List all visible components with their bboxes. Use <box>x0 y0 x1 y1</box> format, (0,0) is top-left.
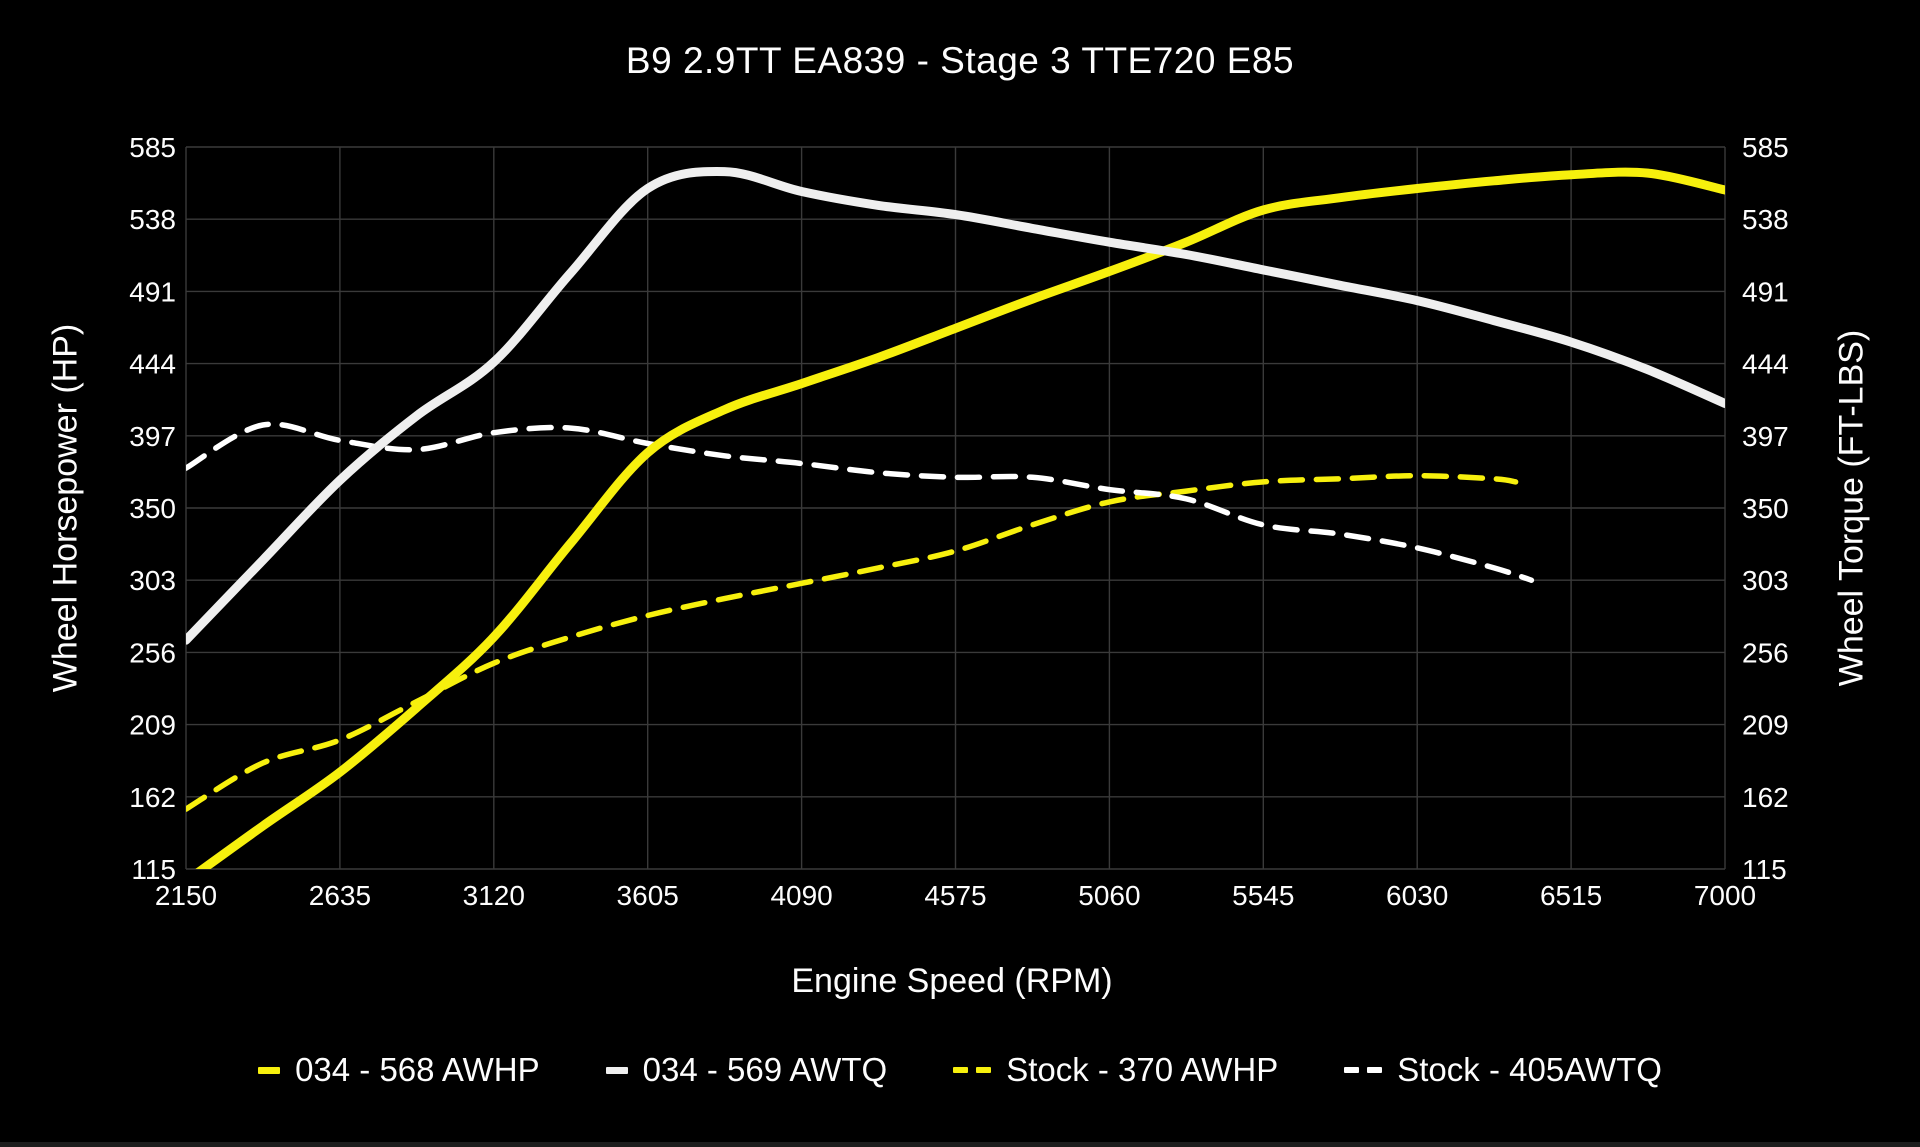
dashed-line-swatch-icon <box>1344 1067 1383 1073</box>
x-tick-label: 6030 <box>1386 880 1448 911</box>
swatch-segment <box>1367 1067 1383 1073</box>
x-axis-label: Engine Speed (RPM) <box>791 962 1113 1000</box>
curve-stock-405awtq <box>186 421 1535 583</box>
swatch-segment <box>1344 1067 1360 1073</box>
y-tick-label-left: 162 <box>129 782 176 813</box>
swatch-segment <box>953 1067 969 1073</box>
x-tick-label: 2150 <box>155 880 217 911</box>
legend-label: 034 - 569 AWTQ <box>642 1051 888 1088</box>
y-tick-label-left: 303 <box>129 565 176 596</box>
y-tick-label-left: 209 <box>129 710 176 741</box>
solid-line-swatch-icon <box>258 1066 281 1074</box>
legend-item-034-568-awhp: 034 - 568 AWHP <box>258 1051 540 1089</box>
legend-label: Stock - 405AWTQ <box>1397 1051 1662 1088</box>
y-tick-label-right: 256 <box>1742 637 1789 668</box>
x-tick-label: 7000 <box>1694 880 1756 911</box>
curve-stock-370-awhp <box>186 472 1519 812</box>
swatch-segment <box>605 1066 628 1074</box>
y-tick-label-right: 303 <box>1742 565 1789 596</box>
legend: 034 - 568 AWHP 034 - 569 AWTQ Stock - 370 … <box>0 1040 1920 1100</box>
x-tick-label: 5060 <box>1078 880 1140 911</box>
x-tick-label: 2635 <box>309 880 371 911</box>
bottom-strip <box>0 1142 1920 1147</box>
y-tick-label-left: 256 <box>129 637 176 668</box>
y-tick-label-left: 585 <box>129 132 176 163</box>
y-tick-label-right: 585 <box>1742 132 1789 163</box>
y-tick-label-right: 209 <box>1742 710 1789 741</box>
legend-label: 034 - 568 AWHP <box>295 1051 540 1088</box>
x-tick-label: 5545 <box>1232 880 1294 911</box>
y-tick-label-left: 444 <box>129 349 176 380</box>
x-tick-label: 3120 <box>463 880 525 911</box>
y-tick-label-right: 538 <box>1742 204 1789 235</box>
curve-034-569-awtq <box>186 166 1725 645</box>
solid-line-swatch-icon <box>605 1066 628 1074</box>
swatch-segment <box>258 1066 281 1074</box>
x-tick-label: 6515 <box>1540 880 1602 911</box>
legend-item-stock-370-awhp: Stock - 370 AWHP <box>953 1051 1278 1089</box>
swatch-segment <box>976 1067 992 1073</box>
curve-034-568-awhp <box>195 167 1725 869</box>
x-tick-label: 4575 <box>924 880 986 911</box>
x-tick-label: 3605 <box>617 880 679 911</box>
legend-label: Stock - 370 AWHP <box>1006 1051 1279 1088</box>
y-tick-label-left: 491 <box>129 276 176 307</box>
legend-item-stock-405awtq: Stock - 405AWTQ <box>1344 1051 1662 1089</box>
legend-item-034-569-awtq: 034 - 569 AWTQ <box>605 1051 888 1089</box>
y-tick-label-right: 162 <box>1742 782 1789 813</box>
y-tick-label-left: 115 <box>131 854 176 885</box>
x-tick-label: 4090 <box>770 880 832 911</box>
y-tick-label-right: 115 <box>1742 854 1787 885</box>
y-tick-label-right: 397 <box>1742 421 1789 452</box>
y-tick-label-left: 538 <box>129 204 176 235</box>
y-tick-label-right: 444 <box>1742 349 1789 380</box>
dashed-line-swatch-icon <box>953 1067 992 1073</box>
y-tick-label-left: 350 <box>129 493 176 524</box>
y-tick-label-left: 397 <box>129 421 176 452</box>
y-tick-label-right: 491 <box>1742 276 1789 307</box>
y-tick-label-right: 350 <box>1742 493 1789 524</box>
chart-title: B9 2.9TT EA839 - Stage 3 TTE720 E85 <box>625 40 1295 81</box>
